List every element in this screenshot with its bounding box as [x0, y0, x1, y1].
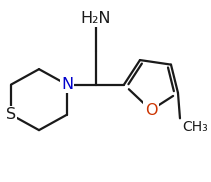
Text: O: O: [145, 103, 157, 118]
Text: N: N: [61, 77, 73, 92]
Text: H₂N: H₂N: [81, 11, 111, 26]
Text: CH₃: CH₃: [182, 120, 208, 134]
Text: S: S: [6, 107, 16, 122]
